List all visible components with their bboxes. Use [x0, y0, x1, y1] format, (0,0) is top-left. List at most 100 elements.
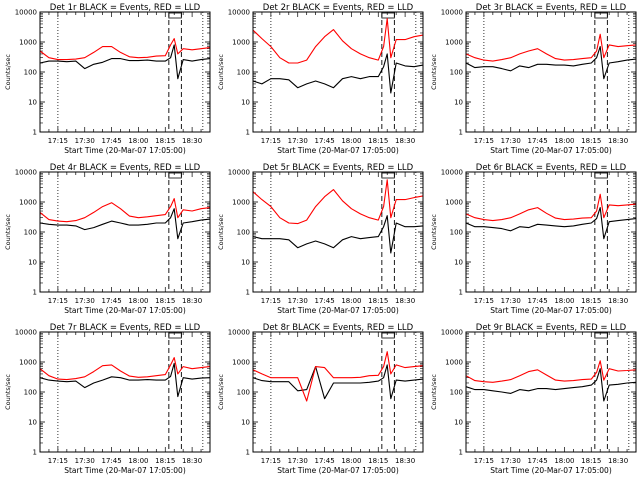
chart-panel-6: Det 6r BLACK = Events, RED = LLD Counts/s…	[430, 163, 637, 315]
lld-series-line	[465, 33, 637, 62]
x-tick-label: 17:30	[501, 137, 521, 145]
events-series-line	[252, 53, 424, 94]
y-axis-label: Counts/sec	[217, 214, 225, 250]
flare-interval-bracket	[594, 12, 608, 19]
flare-interval-bracket	[168, 332, 182, 339]
flare-interval-bracket	[168, 172, 182, 179]
x-tick-label: 17:15	[261, 137, 281, 145]
x-tick-label: 18:00	[554, 137, 574, 145]
y-tick-label: 10	[28, 99, 37, 107]
y-tick-label: 1000	[19, 359, 37, 367]
events-series-line	[252, 364, 424, 400]
y-tick-label: 100	[237, 229, 250, 237]
y-axis-label: Counts/sec	[430, 214, 438, 250]
y-tick-label: 1000	[445, 199, 463, 207]
chart-panel-9: Det 9r BLACK = Events, RED = LLD Counts/s…	[430, 323, 637, 475]
flare-interval-bracket	[381, 332, 395, 339]
plot-frame	[39, 171, 211, 293]
y-tick-label: 10000	[15, 329, 37, 337]
x-tick-label: 17:45	[101, 137, 121, 145]
x-tick-label: 17:45	[314, 457, 334, 465]
y-tick-label: 100	[237, 389, 250, 397]
y-tick-label: 1000	[19, 199, 37, 207]
y-tick-label: 1000	[445, 359, 463, 367]
chart-title: Det 3r BLACK = Events, RED = LLD	[476, 3, 627, 13]
events-series-line	[465, 46, 637, 80]
plot-frame	[252, 11, 424, 133]
events-series-line	[39, 362, 211, 398]
chart-title: Det 1r BLACK = Events, RED = LLD	[50, 3, 201, 13]
events-series-line	[39, 208, 211, 240]
x-tick-label: 18:30	[182, 297, 202, 305]
flare-interval-bracket	[381, 12, 395, 19]
y-axis-label: Counts/sec	[217, 54, 225, 90]
y-tick-label: 10000	[15, 169, 37, 177]
y-tick-label: 1000	[19, 39, 37, 47]
plot-frame	[252, 331, 424, 453]
x-axis-label: Start Time (20-Mar-07 17:05:00)	[490, 466, 612, 475]
y-tick-label: 100	[450, 389, 463, 397]
chart-title: Det 8r BLACK = Events, RED = LLD	[263, 323, 414, 333]
events-series-line	[252, 215, 424, 254]
x-tick-label: 17:15	[261, 457, 281, 465]
lld-series-line	[252, 351, 424, 402]
x-tick-label: 17:15	[48, 457, 68, 465]
plot-frame	[252, 171, 424, 293]
y-tick-label: 10000	[228, 329, 250, 337]
x-tick-label: 18:30	[182, 457, 202, 465]
y-tick-label: 1	[459, 289, 463, 297]
x-tick-label: 17:15	[48, 137, 68, 145]
chart-panel-3: Det 3r BLACK = Events, RED = LLD Counts/s…	[430, 3, 637, 155]
x-tick-label: 17:30	[288, 137, 308, 145]
x-tick-label: 17:45	[527, 457, 547, 465]
y-tick-label: 10	[241, 419, 250, 427]
y-tick-label: 10000	[441, 169, 463, 177]
chart-panel-4: Det 4r BLACK = Events, RED = LLD Counts/s…	[4, 163, 211, 315]
lld-series-line	[252, 179, 424, 225]
y-tick-label: 1	[33, 129, 37, 137]
y-tick-label: 100	[237, 69, 250, 77]
y-tick-label: 1	[459, 449, 463, 457]
y-tick-label: 1000	[232, 199, 250, 207]
x-tick-label: 17:15	[48, 297, 68, 305]
x-tick-label: 18:00	[128, 297, 148, 305]
x-tick-label: 18:15	[581, 457, 601, 465]
y-axis-label: Counts/sec	[217, 374, 225, 410]
chart-panel-5: Det 5r BLACK = Events, RED = LLD Counts/s…	[217, 163, 424, 315]
y-tick-label: 10000	[15, 9, 37, 17]
chart-panel-1: Det 1r BLACK = Events, RED = LLD Counts/s…	[4, 3, 211, 155]
plot-frame	[39, 331, 211, 453]
x-tick-label: 17:15	[474, 137, 494, 145]
y-tick-label: 100	[24, 229, 37, 237]
x-tick-label: 17:30	[75, 297, 95, 305]
x-tick-label: 18:00	[341, 457, 361, 465]
flare-interval-bracket	[168, 12, 182, 19]
x-tick-label: 18:30	[395, 457, 415, 465]
y-axis-label: Counts/sec	[4, 374, 12, 410]
x-tick-label: 17:30	[75, 457, 95, 465]
lld-series-line	[39, 198, 211, 223]
x-tick-label: 18:15	[581, 137, 601, 145]
x-tick-label: 17:30	[501, 297, 521, 305]
y-tick-label: 10	[454, 99, 463, 107]
x-tick-label: 17:45	[314, 297, 334, 305]
x-tick-label: 17:30	[75, 137, 95, 145]
y-tick-label: 1	[33, 289, 37, 297]
x-tick-label: 18:00	[341, 137, 361, 145]
y-tick-label: 100	[450, 69, 463, 77]
x-tick-label: 17:45	[527, 297, 547, 305]
x-tick-label: 18:30	[182, 137, 202, 145]
y-axis-label: Counts/sec	[4, 54, 12, 90]
chart-title: Det 9r BLACK = Events, RED = LLD	[476, 323, 627, 333]
x-tick-label: 18:15	[155, 137, 175, 145]
lld-series-line	[252, 18, 424, 64]
x-axis-label: Start Time (20-Mar-07 17:05:00)	[490, 146, 612, 155]
lld-series-line	[465, 193, 637, 222]
y-tick-label: 10000	[228, 9, 250, 17]
plot-frame	[465, 11, 637, 133]
events-series-line	[39, 44, 211, 80]
x-tick-label: 18:15	[368, 137, 388, 145]
x-axis-label: Start Time (20-Mar-07 17:05:00)	[277, 306, 399, 315]
x-tick-label: 17:30	[501, 457, 521, 465]
